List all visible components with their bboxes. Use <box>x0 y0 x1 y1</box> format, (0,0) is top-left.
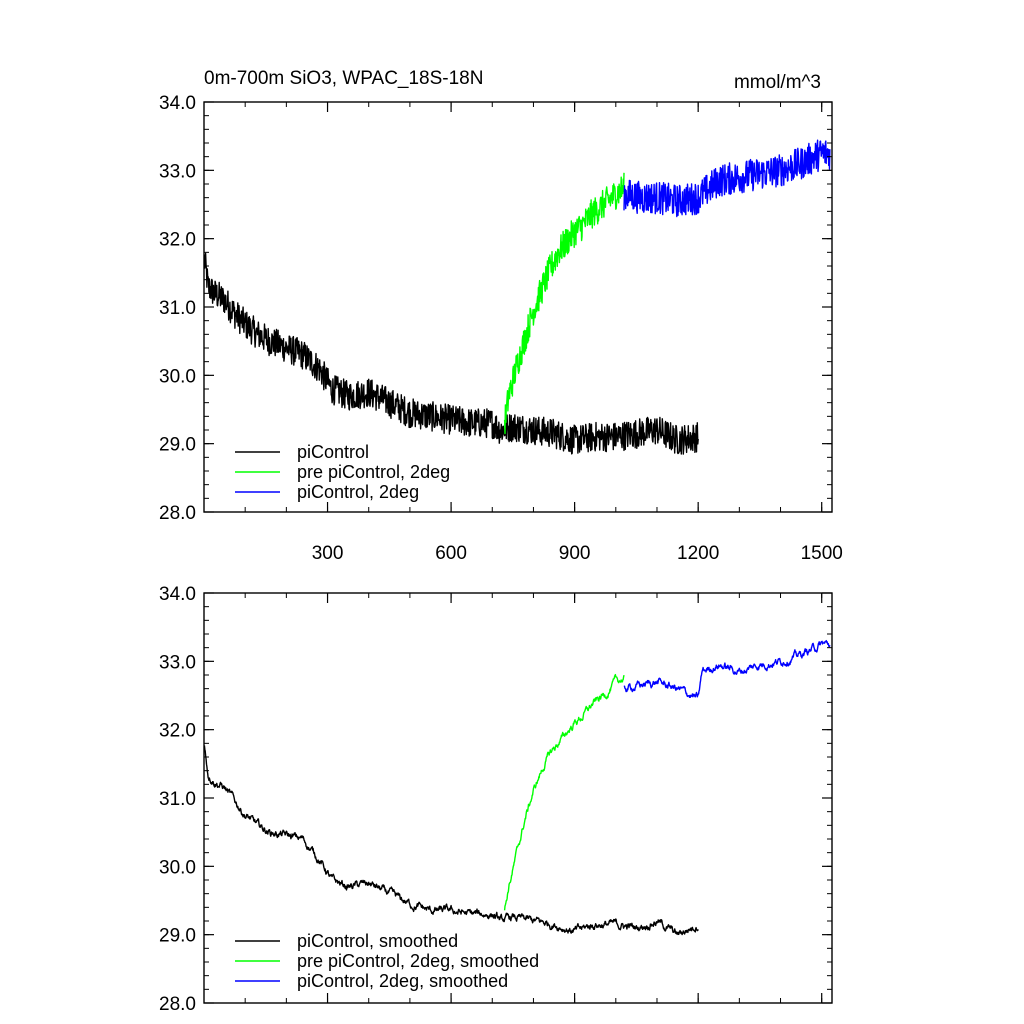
y-tick-label: 33.0 <box>159 161 196 182</box>
series-line <box>623 639 831 698</box>
series-layer <box>203 639 831 936</box>
y-tick-label: 30.0 <box>159 366 196 387</box>
x-tick-label: 300 <box>312 543 344 564</box>
series-line <box>203 745 699 936</box>
units-label: mmol/m^3 <box>734 72 821 93</box>
top-panel: 0m-700m SiO3, WPAC_18S-18N mmol/m^3 28.0… <box>159 68 843 564</box>
bottom-panel: 28.0 29.0 30.0 31.0 32.0 33.0 34.0 piControl, … <box>159 584 833 1015</box>
chart-title: 0m-700m SiO3, WPAC_18S-18N <box>204 68 483 89</box>
y-tick-label: 32.0 <box>159 230 196 251</box>
tick-layer: 28.0 29.0 30.0 31.0 32.0 33.0 34.0 300 600 900 120… <box>159 93 843 564</box>
series-line <box>203 252 699 455</box>
series-line <box>623 139 831 218</box>
y-tick-label: 34.0 <box>159 584 196 605</box>
legend-label: piControl <box>297 442 369 462</box>
y-tick-label: 29.0 <box>159 435 196 456</box>
y-tick-label: 28.0 <box>159 503 196 524</box>
plot-frame <box>203 592 833 1004</box>
tick-layer: 28.0 29.0 30.0 31.0 32.0 33.0 34.0 <box>159 584 832 1015</box>
y-tick-label: 29.0 <box>159 926 196 947</box>
y-tick-label: 31.0 <box>159 298 196 319</box>
plot-frame <box>203 101 833 513</box>
x-tick-label: 900 <box>559 543 591 564</box>
series-line <box>503 172 625 435</box>
legend-label: piControl, 2deg <box>297 482 419 502</box>
legend-label: piControl, 2deg, smoothed <box>297 971 508 991</box>
x-tick-label: 600 <box>435 543 467 564</box>
series-layer <box>203 139 831 455</box>
legend-label: pre piControl, 2deg <box>297 462 450 482</box>
y-tick-label: 34.0 <box>159 93 196 114</box>
y-tick-label: 28.0 <box>159 994 196 1015</box>
y-tick-label: 30.0 <box>159 857 196 878</box>
x-tick-label: 1200 <box>677 543 719 564</box>
y-tick-label: 32.0 <box>159 721 196 742</box>
legend-label: pre piControl, 2deg, smoothed <box>297 951 539 971</box>
x-tick-label: 1500 <box>801 543 843 564</box>
y-tick-label: 33.0 <box>159 652 196 673</box>
y-tick-label: 31.0 <box>159 789 196 810</box>
legend-label: piControl, smoothed <box>297 931 458 951</box>
series-line <box>503 673 625 911</box>
